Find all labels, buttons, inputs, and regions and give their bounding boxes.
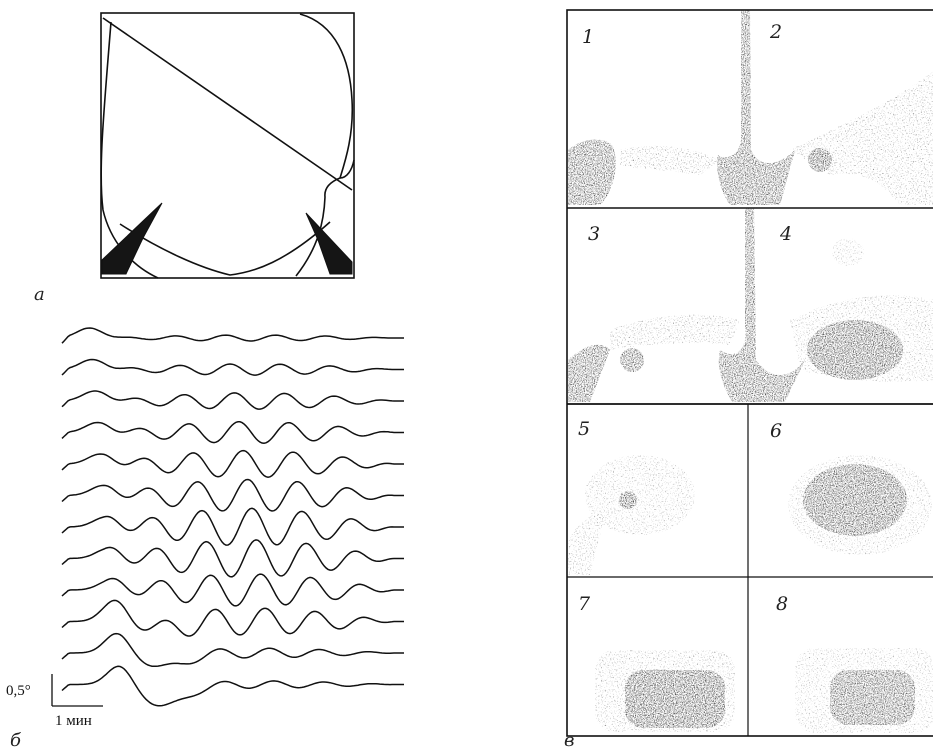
frame-number-7: 7 (578, 593, 591, 615)
panel-a-label: а (34, 284, 45, 305)
panel-a-schematic (100, 12, 355, 279)
frame-3-4-image (568, 208, 933, 402)
frame-number-4: 4 (779, 223, 792, 245)
schematic-frame (100, 12, 355, 279)
panel-c-frames: 1 2 3 4 5 6 7 8 (566, 9, 933, 737)
frame-number-5: 5 (578, 418, 590, 440)
frame-5-image (568, 455, 695, 575)
trace-line (61, 421, 404, 444)
frame-number-6: 6 (770, 420, 782, 442)
trace-line (61, 632, 404, 668)
schematic-right-notch (339, 159, 355, 179)
panel-b-label: б (10, 730, 22, 748)
panel-b-traces (61, 327, 404, 707)
frame-number-3: 3 (588, 223, 600, 245)
schematic-bottom-curve (119, 221, 331, 276)
frame-6-image (788, 455, 932, 555)
frame-number-1: 1 (582, 26, 594, 48)
trace-line (61, 665, 404, 707)
trace-line (61, 390, 404, 410)
frame-1-2-image (568, 10, 933, 205)
scale-bar-horizontal-label: 1 мин (55, 713, 92, 729)
scale-bar-vertical-label: 0,5° (6, 683, 31, 699)
scale-bar (51, 674, 103, 707)
schematic-diagonal (102, 17, 353, 191)
trace-line (61, 478, 404, 512)
frame-number-2: 2 (769, 21, 782, 43)
trace-line (61, 327, 404, 344)
trace-line (61, 573, 404, 607)
trace-line (61, 599, 404, 637)
trace-line (61, 358, 404, 376)
frames-outer-border (566, 9, 933, 737)
frame-7-image (595, 650, 735, 732)
frame-8-image (795, 648, 933, 733)
left-electrode (101, 202, 163, 275)
trace-line (61, 507, 404, 546)
panel-c-label: в (564, 730, 574, 748)
right-electrode (305, 212, 353, 275)
trace-line (61, 539, 404, 578)
trace-line (61, 449, 404, 478)
frame-number-8: 8 (776, 593, 788, 615)
